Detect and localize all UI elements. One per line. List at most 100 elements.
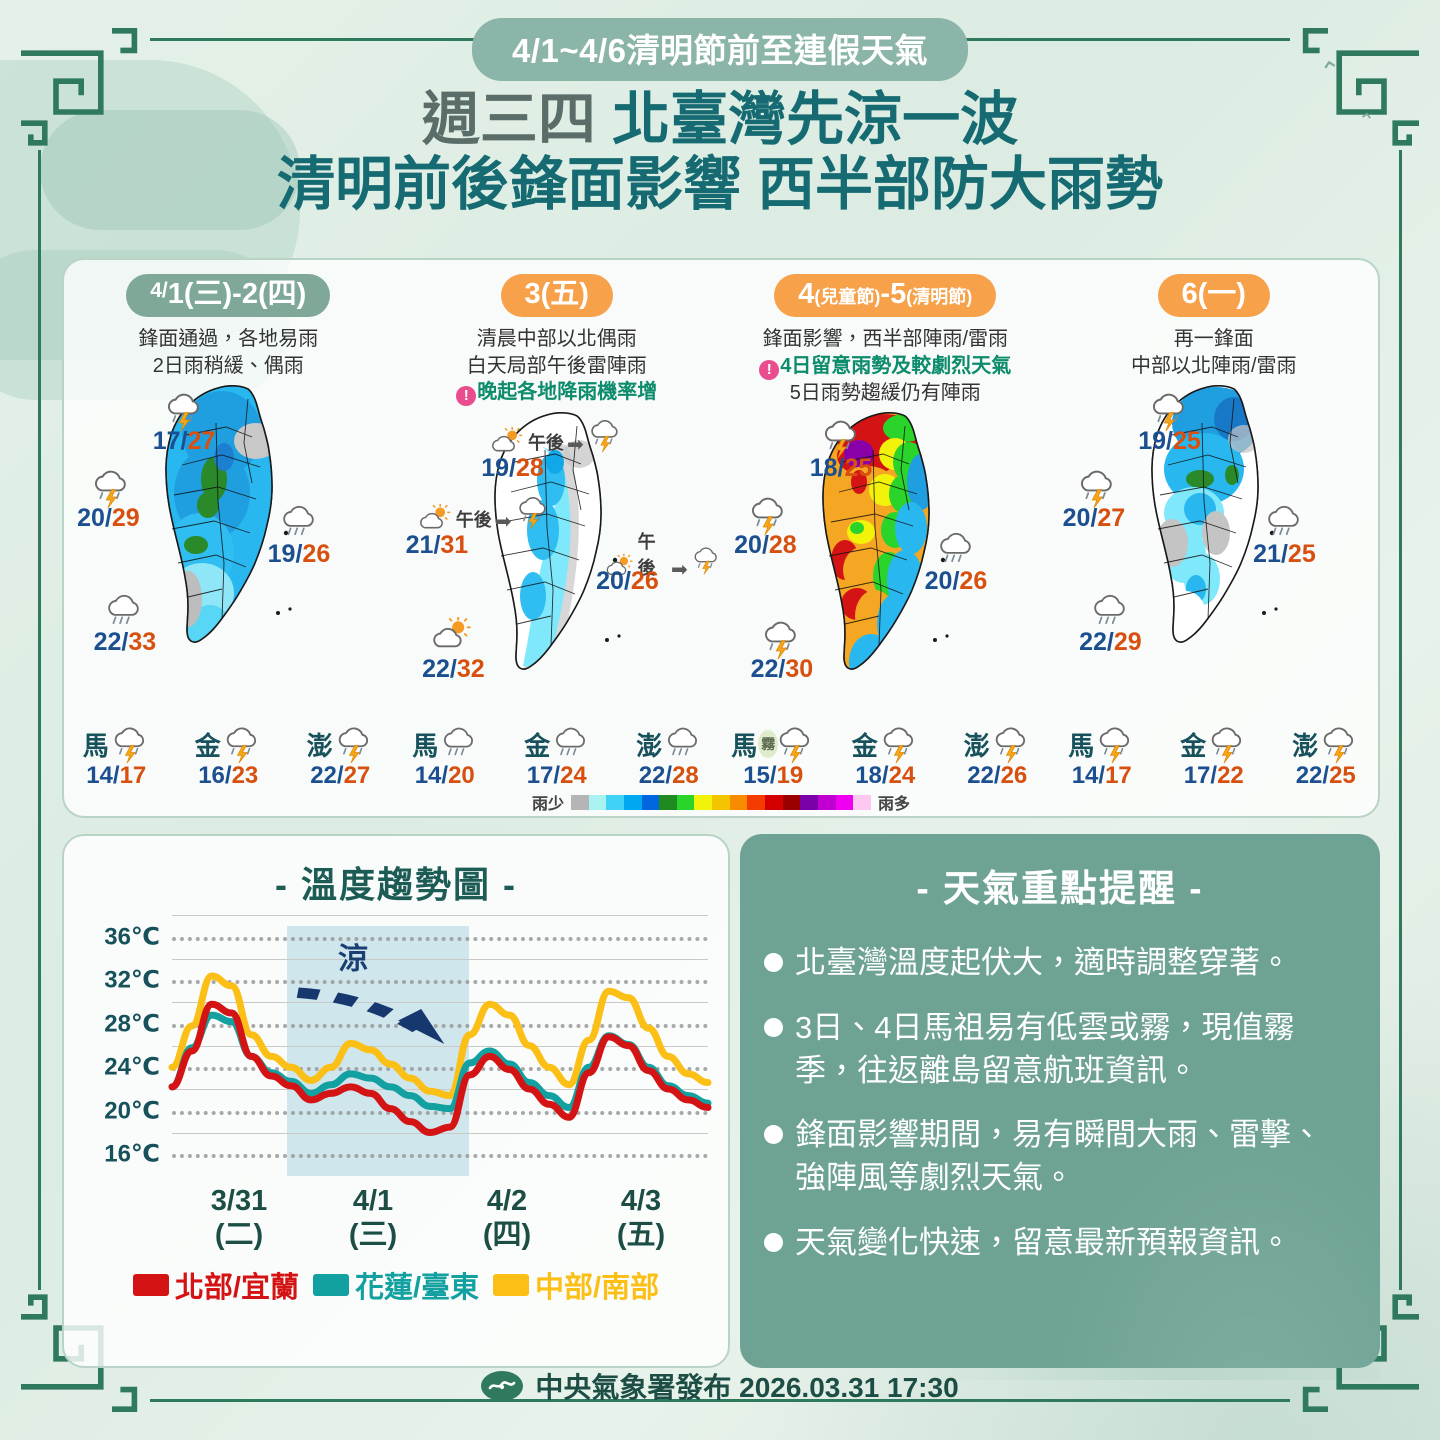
island-name: 馬 bbox=[1068, 730, 1095, 761]
border-line-right bbox=[1399, 150, 1402, 1290]
cooling-trend-arrow-icon bbox=[290, 981, 483, 1051]
temp-high: 19 bbox=[776, 762, 804, 789]
temp-low: 20 bbox=[734, 531, 762, 560]
temp-low: 20 bbox=[596, 566, 624, 595]
greek-key-corner-icon bbox=[1286, 14, 1426, 154]
temp-separator: / bbox=[1166, 427, 1173, 456]
temp-high: 25 bbox=[1172, 427, 1201, 456]
gridline-dotted bbox=[172, 1154, 708, 1159]
island-temp: 22/27 bbox=[310, 762, 370, 790]
border-line-bottom bbox=[150, 1399, 1290, 1402]
temp-separator: / bbox=[112, 762, 120, 789]
tip-item-4: 天氣變化快速，留意最新預報資訊。 bbox=[764, 1222, 1352, 1265]
series-line-中部/南部 bbox=[172, 976, 708, 1096]
temp-high: 24 bbox=[888, 762, 916, 789]
temp-label-central-west: 21/31 bbox=[406, 531, 469, 560]
day-pill-3[interactable]: 4(兒童節)-5(清明節) bbox=[774, 274, 997, 318]
temp-low: 14 bbox=[1071, 762, 1099, 789]
chart-plot-area: 涼 bbox=[172, 915, 708, 1176]
bullet-icon bbox=[764, 953, 783, 972]
region-icon-row-south bbox=[103, 590, 143, 635]
island-top-row: 金 bbox=[195, 723, 262, 766]
legend-swatch bbox=[312, 1274, 349, 1297]
temp-high: 26 bbox=[959, 566, 988, 595]
tip-item-1: 北臺灣溫度起伏大，適時調整穿著。 bbox=[764, 942, 1352, 985]
chart-title: - 溫度趨勢圖 - bbox=[275, 864, 517, 905]
island-temp: 22/28 bbox=[639, 762, 699, 790]
region-icon-row-central-west bbox=[747, 493, 789, 538]
tip-text: 鋒面影響期間，易有瞬間大雨、雷擊、強陣風等劇烈天氣。 bbox=[795, 1117, 1322, 1196]
afternoon-label: 午後 bbox=[528, 432, 565, 453]
day-description-1: 鋒面通過，各地易雨 2日雨稍緩、偶雨 bbox=[64, 326, 393, 379]
temp-low: 22 bbox=[93, 628, 122, 657]
temp-label-east: 19/26 bbox=[268, 540, 331, 569]
island-forecast-row-3: 馬霧 15/19 金 18/24 澎 22/26 bbox=[721, 723, 1050, 790]
temp-label-south: 22/30 bbox=[751, 655, 814, 684]
region-icon-row-east bbox=[278, 501, 318, 546]
region-icon-row-central-west: 午後 ➡ bbox=[419, 493, 551, 532]
arrow-right-icon: ➡ bbox=[670, 559, 688, 582]
afternoon-label: 午後 bbox=[637, 532, 656, 579]
y-tick-label: 36℃ bbox=[104, 923, 160, 951]
x-weekday: (五) bbox=[616, 1219, 666, 1252]
forecast-day-column-4: 6(一) 再一鋒面 中部以北陣雨/雷雨 bbox=[1050, 260, 1379, 816]
chart-series-svg bbox=[172, 926, 708, 1176]
gridline-solid bbox=[172, 1045, 708, 1047]
gridline-dotted bbox=[172, 1110, 708, 1115]
tip-text: 北臺灣溫度起伏大，適時調整穿著。 bbox=[795, 945, 1291, 980]
y-tick-label: 24℃ bbox=[104, 1053, 160, 1081]
chart-plot: 16℃ 20℃ 24℃ 28℃ 32℃ 36℃ 涼 bbox=[86, 915, 708, 1176]
island-top-row: 澎 bbox=[307, 723, 374, 766]
rain-legend-high-label: 雨多 bbox=[878, 796, 911, 813]
temp-separator: / bbox=[1098, 762, 1106, 789]
island-temp: 16/23 bbox=[198, 762, 258, 790]
forecast-map-card: 4/1(三)-2(四) 鋒面通過，各地易雨 2日雨稍緩、偶雨 bbox=[62, 258, 1380, 818]
cool-annotation-label: 涼 bbox=[338, 942, 369, 976]
day-pill-4[interactable]: 6(一) bbox=[1157, 274, 1270, 318]
taiwan-map-3: 18/25 20/28 20/26 22/30 bbox=[721, 410, 1050, 705]
temp-separator: / bbox=[665, 762, 673, 789]
x-date: 3/31 bbox=[210, 1185, 268, 1217]
island-forecast-馬: 馬 14/20 bbox=[399, 723, 491, 790]
day-pill-2[interactable]: 3(五) bbox=[500, 274, 613, 318]
chart-y-axis: 16℃ 20℃ 24℃ 28℃ 32℃ 36℃ bbox=[86, 923, 164, 1176]
legend-label: 花蓮/臺東 bbox=[354, 1272, 480, 1305]
temp-high: 17 bbox=[119, 762, 147, 789]
temp-high: 29 bbox=[1113, 628, 1142, 657]
region-icon-row-south bbox=[432, 616, 474, 651]
gridline-dotted bbox=[172, 980, 708, 985]
island-forecast-row-4: 馬 14/17 金 17/22 澎 22/25 bbox=[1050, 723, 1379, 790]
island-forecast-row-1: 馬 14/17 金 16/23 澎 22/27 bbox=[64, 723, 393, 790]
island-name: 澎 bbox=[636, 731, 663, 762]
island-temp: 17/22 bbox=[1184, 762, 1244, 790]
temp-label-south: 22/32 bbox=[422, 655, 485, 684]
temp-separator: / bbox=[761, 531, 769, 560]
temp-separator: / bbox=[553, 762, 561, 789]
taiwan-map-1: 17/27 20/29 19/26 22/33 bbox=[64, 383, 393, 678]
day-description-3: 鋒面影響，西半部陣雨/雷雨! 4日留意雨勢及較劇烈天氣 5日雨勢趨緩仍有陣雨 bbox=[721, 326, 1050, 406]
island-forecast-澎: 澎 22/25 bbox=[1280, 723, 1372, 790]
temp-high: 25 bbox=[1329, 762, 1356, 789]
desc-line: 2日雨稍緩、偶雨 bbox=[152, 354, 304, 377]
desc-line: 清晨中部以北偶雨 bbox=[476, 328, 637, 351]
temp-low: 19 bbox=[481, 454, 509, 483]
region-icon-row-south bbox=[1089, 590, 1129, 635]
region-icon-row-east bbox=[1263, 501, 1303, 546]
temp-low: 20 bbox=[924, 566, 953, 595]
temp-high: 20 bbox=[448, 762, 475, 789]
cwa-logo-icon bbox=[481, 1371, 524, 1401]
temp-high: 26 bbox=[630, 566, 659, 595]
gridline-solid bbox=[172, 915, 708, 917]
island-temp: 15/19 bbox=[743, 762, 803, 790]
temp-label-north: 19/28 bbox=[481, 454, 544, 483]
temp-high: 28 bbox=[515, 454, 544, 483]
island-forecast-row-2: 馬 14/20 金 17/24 澎 22/28 bbox=[393, 723, 722, 790]
desc-line: 5日雨勢趨緩仍有陣雨 bbox=[789, 381, 981, 404]
island-top-row: 金 bbox=[852, 723, 919, 766]
island-top-row: 澎 bbox=[636, 723, 701, 766]
temp-low: 21 bbox=[1253, 539, 1281, 568]
island-temp: 14/20 bbox=[415, 762, 475, 790]
desc-warning: ! 4日留意雨勢及較劇烈天氣 bbox=[721, 353, 1050, 380]
temp-separator: / bbox=[180, 427, 188, 456]
day-pill-1[interactable]: 4/1(三)-2(四) bbox=[126, 274, 331, 318]
